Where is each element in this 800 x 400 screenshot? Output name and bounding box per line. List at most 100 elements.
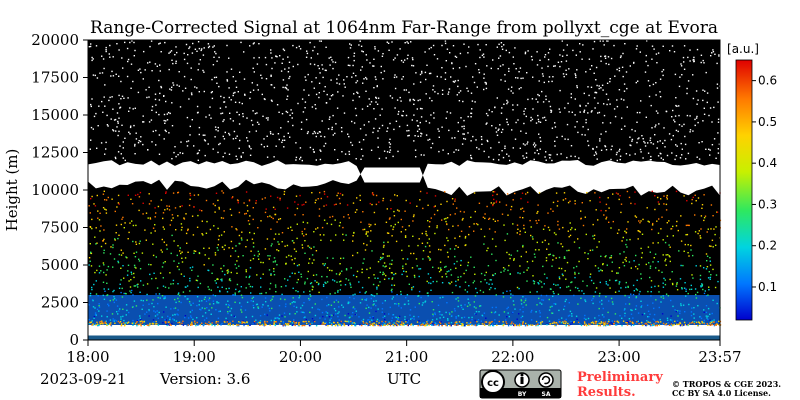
signal-dot [637,320,640,322]
signal-dot [598,307,600,310]
signal-dot [154,315,157,317]
signal-dot [697,324,699,327]
signal-dot [621,240,623,242]
signal-dot [630,313,633,315]
signal-dot [175,229,177,231]
signal-dot [513,258,515,260]
signal-dot [137,142,140,144]
signal-dot [113,301,115,304]
signal-dot [119,308,121,310]
signal-dot [711,323,713,326]
signal-dot [229,321,231,323]
signal-dot [91,227,93,230]
signal-dot [450,274,453,276]
signal-dot [530,55,533,58]
signal-dot [281,232,284,234]
signal-dot [307,270,309,273]
signal-dot [500,79,502,81]
signal-dot [498,314,500,316]
signal-dot [137,286,139,288]
signal-dot [103,271,105,274]
signal-dot [509,159,511,162]
signal-dot [196,304,198,307]
signal-dot [445,265,447,268]
signal-dot [709,278,711,280]
signal-dot [177,191,180,194]
signal-dot [123,227,125,229]
signal-dot [302,320,304,323]
signal-dot [191,324,193,326]
signal-dot [302,221,304,223]
signal-dot [463,272,465,275]
signal-dot [646,40,648,42]
signal-dot [109,96,111,99]
signal-dot [649,137,652,139]
signal-dot [189,46,191,48]
signal-dot [248,223,251,225]
signal-dot [610,255,613,257]
signal-dot [118,94,120,97]
signal-dot [418,290,421,293]
signal-dot [148,193,150,195]
signal-dot [345,269,348,271]
signal-dot [208,324,210,326]
signal-dot [402,258,404,260]
signal-dot [292,240,294,242]
signal-dot [103,249,105,251]
signal-dot [151,109,153,111]
signal-dot [270,195,272,197]
signal-dot [457,279,459,281]
signal-dot [285,110,287,113]
signal-dot [226,80,229,82]
signal-dot [122,67,124,69]
signal-dot [371,193,374,195]
signal-dot [186,62,189,65]
signal-dot [371,323,374,325]
signal-dot [368,223,370,225]
signal-dot [573,294,575,297]
signal-dot [551,80,553,83]
signal-dot [510,254,512,256]
signal-dot [480,272,483,275]
signal-dot [229,118,232,120]
signal-dot [439,267,442,269]
signal-dot [315,93,318,96]
signal-dot [376,103,379,105]
signal-dot [349,301,351,304]
signal-dot [321,226,324,229]
signal-dot [570,323,572,325]
signal-dot [588,323,590,325]
signal-dot [362,211,364,213]
signal-dot [274,233,277,235]
signal-dot [454,255,456,258]
signal-dot [107,288,110,290]
signal-dot [650,291,652,293]
signal-dot [208,257,210,260]
signal-dot [136,321,138,323]
signal-dot [445,273,447,275]
signal-dot [204,154,206,157]
signal-dot [198,91,200,93]
signal-dot [88,322,90,325]
signal-dot [584,322,586,324]
signal-dot [520,255,522,258]
signal-dot [616,324,618,326]
signal-dot [662,297,665,299]
signal-dot [510,208,512,211]
signal-dot [544,56,546,58]
signal-dot [240,294,243,296]
signal-dot [497,220,499,222]
signal-dot [106,282,108,284]
signal-dot [158,99,161,101]
signal-dot [540,140,542,142]
signal-dot [648,221,650,223]
signal-dot [597,325,600,327]
signal-dot [327,304,330,306]
signal-dot [624,308,626,310]
signal-dot [681,74,683,76]
signal-dot [184,87,187,89]
signal-dot [407,42,409,44]
signal-dot [347,214,349,216]
signal-dot [563,308,565,311]
signal-dot [579,51,581,53]
